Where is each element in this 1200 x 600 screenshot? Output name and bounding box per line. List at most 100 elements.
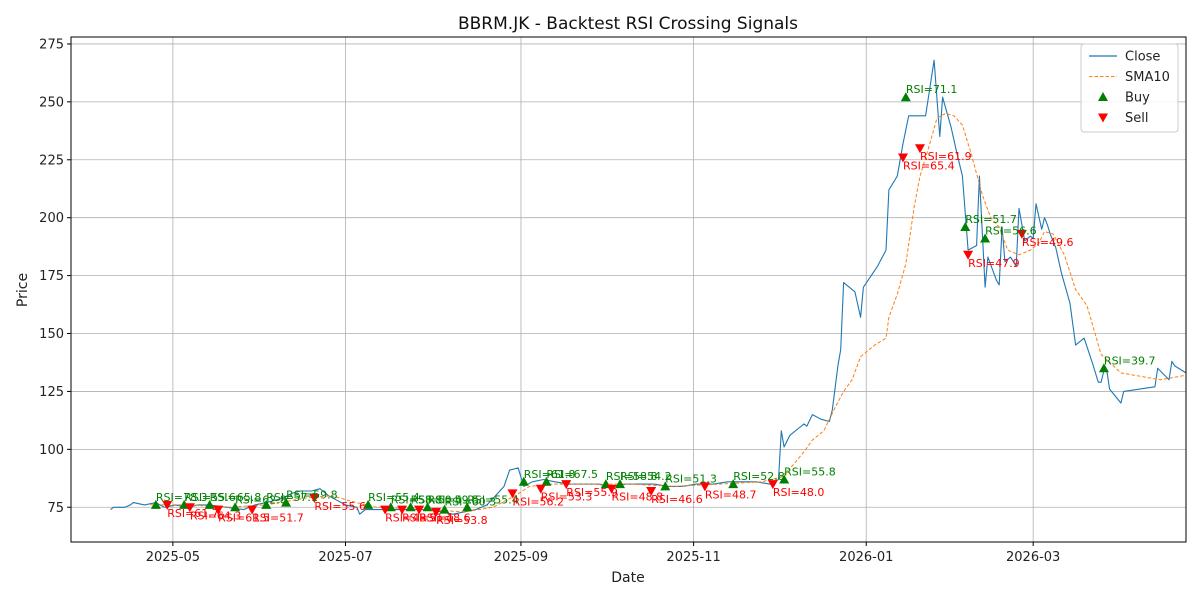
y-tick-label: 75: [47, 501, 64, 516]
buy-annotation: RSI=55.4: [467, 493, 519, 506]
sell-marker: [431, 507, 442, 517]
buy-annotation: RSI=59.8: [286, 489, 338, 502]
sell-annotation: RSI=48.9: [385, 512, 437, 525]
sell-marker: [213, 505, 224, 515]
y-tick-label: 125: [39, 385, 64, 400]
chart-title: BBRM.JK - Backtest RSI Crossing Signals: [458, 14, 798, 34]
sell-marker: [898, 153, 909, 163]
sell-marker: [561, 480, 572, 490]
buy-marker: [541, 476, 552, 486]
legend-sma-label: SMA10: [1125, 70, 1170, 85]
sell-annotation: RSI=53.8: [436, 514, 488, 527]
buy-marker: [462, 502, 473, 512]
buy-marker: [405, 502, 416, 512]
buy-annotation: RSI=51.7: [965, 213, 1017, 226]
x-tick-label: 2025-07: [318, 550, 372, 565]
sell-annotation: RSI=51.1: [402, 512, 454, 525]
grid-lines: [71, 37, 1186, 542]
sell-annotation: RSI=51.7: [252, 512, 304, 525]
sell-marker: [247, 505, 258, 515]
buy-annotation: RSI=58.8: [391, 493, 443, 506]
y-tick-label: 200: [39, 211, 64, 226]
buy-marker: [150, 499, 161, 509]
buy-marker: [900, 92, 911, 102]
sell-annotation: RSI=61.5: [218, 512, 270, 525]
buy-annotation: RSI=51.3: [665, 472, 717, 485]
buy-marker: [960, 221, 971, 231]
buy-annotation: RSI=65.8: [210, 491, 262, 504]
sma-series-line: [150, 112, 1187, 513]
sell-annotation: RSI=61.7: [167, 507, 219, 520]
buy-annotation: RSI=57.1: [266, 491, 318, 504]
series-layer: [110, 59, 1187, 515]
plot-frame: [70, 36, 1187, 543]
buy-annotation: RSI=62.8: [235, 493, 287, 506]
buy-marker: [230, 502, 241, 512]
sell-marker: [914, 144, 925, 154]
sell-marker: [414, 505, 425, 515]
sell-marker: [380, 505, 391, 515]
sell-marker: [535, 484, 546, 494]
x-tick-label: 2025-11: [666, 550, 720, 565]
sell-annotation: RSI=48.7: [705, 488, 757, 501]
sell-marker: [507, 489, 518, 499]
legend-box: [1080, 43, 1179, 133]
buy-marker: [660, 481, 671, 491]
x-tick-label: 2025-09: [494, 550, 548, 565]
y-tick-label: 275: [39, 37, 64, 52]
buy-annotation: RSI=61.8: [524, 468, 576, 481]
buy-annotation: RSI=60.4: [411, 493, 463, 506]
buy-marker: [422, 502, 433, 512]
y-tick-label: 100: [39, 443, 64, 458]
sell-marker: [767, 480, 778, 490]
sell-marker: [699, 482, 710, 492]
sell-annotation: RSI=48.8: [612, 491, 664, 504]
buy-marker: [439, 504, 450, 514]
sell-annotation: RSI=47.9: [968, 257, 1020, 270]
sell-annotation: RSI=48.6: [419, 512, 471, 525]
legend-buy-swatch: [1098, 92, 1108, 101]
x-axis-ticks: 2025-05 2025-07 2025-09 2025-11 2026-01 2026-…: [146, 542, 1060, 565]
buy-annotation: RSI=78.3: [156, 491, 208, 504]
buy-annotation: RSI=52.8: [733, 470, 785, 483]
sell-marker: [184, 503, 195, 513]
buy-marker: [1098, 363, 1109, 373]
legend: Close SMA10 Buy Sell: [1080, 43, 1179, 133]
buy-marker: [363, 499, 374, 509]
sell-annotation: RSI=64.3: [190, 509, 242, 522]
sell-marker: [963, 250, 974, 260]
sell-marker: [606, 484, 617, 494]
x-tick-label: 2026-01: [839, 550, 893, 565]
x-tick-label: 2026-03: [1006, 550, 1060, 565]
buy-marker: [204, 499, 215, 509]
y-tick-label: 175: [39, 269, 64, 284]
buy-annotation: RSI=55.6: [184, 491, 236, 504]
y-tick-label: 150: [39, 327, 64, 342]
sell-annotation: RSI=48.0: [773, 486, 825, 499]
close-series-line: [110, 59, 1187, 515]
y-tick-label: 225: [39, 153, 64, 168]
buy-marker: [980, 233, 991, 243]
sell-annotation: RSI=53.3: [541, 491, 593, 504]
sell-marker: [646, 487, 657, 497]
buy-annotation: RSI=55.8: [784, 465, 836, 478]
legend-sell-label: Sell: [1125, 111, 1148, 126]
buy-marker: [615, 479, 626, 489]
sell-annotation: RSI=49.6: [1022, 236, 1074, 249]
buy-marker: [779, 474, 790, 484]
buy-marker: [518, 476, 529, 486]
x-tick-label: 2025-05: [146, 550, 200, 565]
legend-sell-swatch: [1098, 113, 1108, 123]
sell-annotation: RSI=55.9: [566, 486, 618, 499]
y-axis-label: Price: [15, 273, 31, 307]
sell-annotation: RSI=46.6: [651, 493, 703, 506]
buy-annotation: RSI=55.4: [368, 491, 420, 504]
buy-marker: [728, 479, 739, 489]
sell-annotation: RSI=61.9: [920, 150, 972, 163]
buy-annotation: RSI=56.6: [985, 225, 1037, 238]
buy-annotation: RSI=67.5: [546, 468, 598, 481]
buy-annotation: RSI=59.5: [428, 493, 480, 506]
y-axis-ticks: 75 100 125 150 175 200 225 250 275: [39, 37, 71, 516]
buy-marker: [281, 497, 292, 507]
sell-marker: [309, 493, 320, 503]
